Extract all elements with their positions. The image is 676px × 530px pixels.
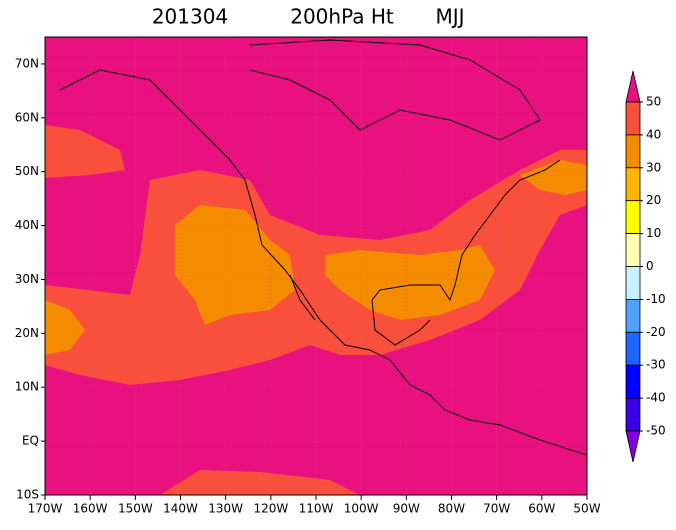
lat-label: 40N bbox=[15, 218, 39, 232]
lat-label: EQ bbox=[22, 434, 39, 448]
contour-30 bbox=[45, 160, 587, 355]
lat-label: 10N bbox=[15, 380, 39, 394]
lon-label: 80W bbox=[438, 502, 465, 516]
colorbar-box bbox=[625, 364, 641, 399]
colorbar-label: -50 bbox=[646, 424, 666, 438]
colorbar-box bbox=[625, 397, 641, 432]
colorbar-box bbox=[625, 233, 641, 267]
lon-label: 100W bbox=[344, 502, 379, 516]
grid bbox=[45, 37, 587, 495]
lon-label: 160W bbox=[73, 502, 108, 516]
lon-label: 60W bbox=[528, 502, 555, 516]
lat-label: 30N bbox=[15, 272, 39, 286]
colorbar-label: 40 bbox=[646, 127, 661, 141]
lon-label: 90W bbox=[393, 502, 420, 516]
colorbar-box bbox=[625, 266, 641, 300]
lon-label: 50W bbox=[573, 502, 600, 516]
colorbar-top-triangle bbox=[625, 70, 641, 103]
colorbar-box bbox=[625, 298, 641, 333]
colorbar-label: 30 bbox=[646, 160, 661, 174]
lat-label: 70N bbox=[15, 56, 39, 70]
lat-label: 60N bbox=[15, 110, 39, 124]
colorbar-box bbox=[625, 200, 641, 234]
lat-label: 50N bbox=[15, 164, 39, 178]
colorbar-label: -20 bbox=[646, 325, 666, 339]
colorbar-box bbox=[625, 167, 641, 202]
colorbar-bottom-triangle bbox=[625, 430, 641, 463]
coastline bbox=[59, 39, 587, 456]
colorbar-label: 50 bbox=[646, 95, 661, 109]
lon-label: 110W bbox=[299, 502, 334, 516]
lon-label: 140W bbox=[163, 502, 198, 516]
colorbar-label: -40 bbox=[646, 391, 666, 405]
colorbar-box bbox=[625, 331, 641, 366]
lon-label: 150W bbox=[118, 502, 153, 516]
colorbar-box bbox=[625, 101, 641, 136]
lon-label: 120W bbox=[253, 502, 288, 516]
title-date: 201304 bbox=[152, 5, 228, 29]
lat-label: 10S bbox=[16, 488, 39, 502]
colorbar-box bbox=[625, 134, 641, 169]
colorbar-label: -10 bbox=[646, 292, 666, 306]
colorbar: 50 40 30 20 10 0 -10 -20 -30 -40 -50 bbox=[625, 70, 666, 463]
colorbar-label: 10 bbox=[646, 226, 661, 240]
title-season: MJJ bbox=[435, 5, 464, 29]
lat-label: 20N bbox=[15, 326, 39, 340]
axes: 170W 160W 150W 140W 130W 120W 110W 100W 90W 80W 70… bbox=[15, 56, 601, 515]
colorbar-label: 20 bbox=[646, 193, 661, 207]
colorbar-label: -30 bbox=[646, 358, 666, 372]
title-field: 200hPa Ht bbox=[290, 5, 394, 29]
lon-label: 70W bbox=[483, 502, 510, 516]
lon-label: 170W bbox=[28, 502, 63, 516]
lon-label: 130W bbox=[208, 502, 243, 516]
contour-40 bbox=[45, 125, 587, 495]
colorbar-label: 0 bbox=[646, 259, 654, 273]
